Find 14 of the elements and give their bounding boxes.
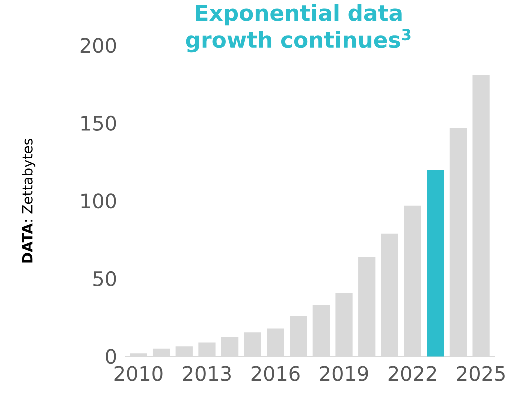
- y-axis-title: DATA: Zettabytes: [22, 139, 36, 263]
- x-tick-label: 2013: [183, 366, 231, 382]
- bar: [427, 170, 444, 357]
- y-tick-label: 150: [82, 116, 116, 131]
- y-tick-label: 0: [106, 349, 116, 364]
- x-tick-label: 2022: [388, 366, 436, 382]
- x-tick-label: 2010: [114, 366, 163, 382]
- x-tick-label: 2019: [320, 366, 368, 382]
- x-tick-label: 2016: [252, 366, 300, 382]
- y-tick-label: 200: [80, 38, 116, 54]
- y-tick-label: 100: [82, 194, 116, 209]
- y-tick-label: 50: [94, 271, 116, 286]
- chart-title: Exponential data growth continues$^{3}$: [186, 4, 411, 53]
- x-tick-label: 2025: [457, 366, 505, 382]
